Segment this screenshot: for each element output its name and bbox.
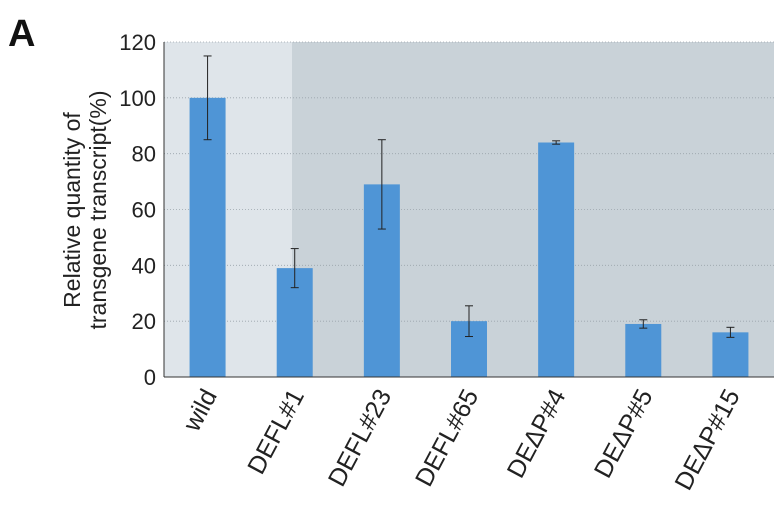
error-bar — [552, 140, 561, 145]
y-tick-label: 40 — [132, 253, 156, 278]
y-tick-labels: 0 20 40 60 80 100 120 — [119, 30, 156, 390]
error-bar — [726, 326, 735, 338]
y-tick-label: 60 — [132, 198, 156, 223]
y-axis-label-line1: Relative quantity of — [59, 112, 85, 308]
bar — [712, 332, 749, 377]
y-axis-label-line2: transgene transcript(%) — [85, 90, 111, 329]
x-tick-label: DEΔP#5 — [589, 385, 659, 483]
error-bars — [203, 55, 735, 338]
error-bar — [290, 248, 299, 289]
x-tick-label: DEΔP#4 — [502, 385, 572, 483]
y-tick-label: 80 — [132, 142, 156, 167]
error-bar — [639, 319, 648, 329]
x-tick-label: DEΔP#15 — [669, 385, 745, 495]
y-tick-label: 100 — [119, 86, 156, 111]
y-axis-label: Relative quantity of transgene transcrip… — [59, 90, 111, 329]
error-bar — [465, 305, 473, 338]
panel-label: A — [8, 13, 35, 55]
error-bar — [203, 55, 212, 141]
x-tick-label: DEFL#65 — [410, 385, 484, 491]
x-tick-label: wild — [177, 385, 222, 437]
y-tick-label: 20 — [132, 309, 156, 334]
y-tick-label: 0 — [144, 365, 156, 390]
error-bar — [377, 139, 386, 230]
bar — [625, 323, 662, 377]
bar — [538, 142, 575, 377]
bar — [189, 97, 226, 377]
x-tick-label: DEFL#1 — [242, 385, 310, 479]
x-tick-label: DEFL#23 — [323, 385, 397, 491]
x-tick-labels: wild DEFL#1 DEFL#23 DEFL#65 DEΔP#4 DEΔP#5 DEΔP… — [177, 385, 745, 495]
y-tick-label: 120 — [119, 30, 156, 55]
